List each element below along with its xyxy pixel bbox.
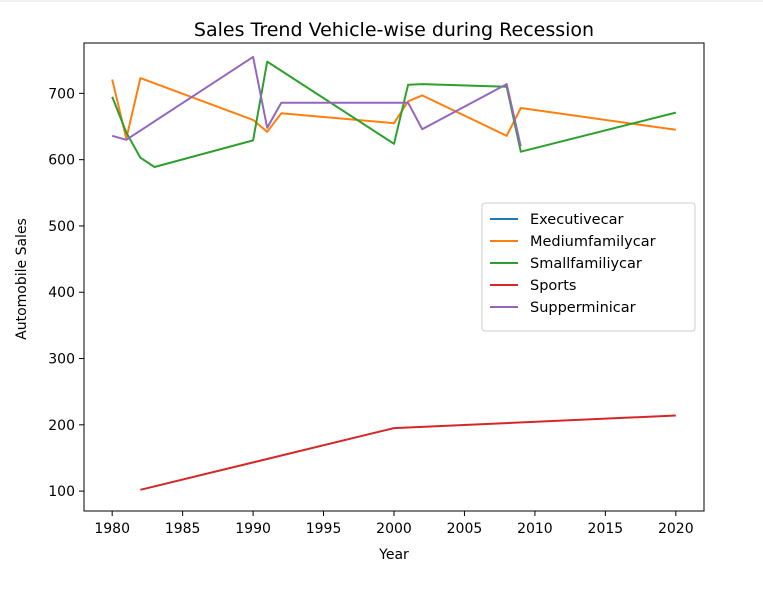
series-line-sports bbox=[140, 414, 676, 491]
plot-frame bbox=[83, 42, 705, 512]
series-line-smallfamiliycar bbox=[111, 60, 677, 168]
x-tick-label: 2015 bbox=[588, 521, 624, 537]
y-tick-label: 500 bbox=[48, 219, 75, 235]
legend-label: Smallfamiliycar bbox=[530, 256, 642, 272]
chart-title: Sales Trend Vehicle-wise during Recessio… bbox=[194, 19, 594, 41]
x-tick-label: 2005 bbox=[447, 521, 483, 537]
legend-label: Supperminicar bbox=[530, 300, 636, 316]
legend-label: Sports bbox=[530, 278, 576, 294]
legend-box bbox=[481, 202, 696, 332]
y-tick-label: 700 bbox=[48, 86, 75, 102]
x-tick-label: 1990 bbox=[235, 521, 271, 537]
x-tick-label: 2000 bbox=[376, 521, 412, 537]
legend-label: Executivecar bbox=[530, 212, 623, 228]
series-line-supperminicar bbox=[111, 55, 522, 147]
legend: Executivecar Mediumfamilycar Smallfamiliyc… bbox=[481, 202, 696, 332]
axis-ticks: 1980 1985 1990 1995 2000 2005 2010 2015 2020 100 2… bbox=[48, 86, 693, 537]
y-tick-label: 600 bbox=[48, 153, 75, 169]
series-line-mediumfamilycar bbox=[111, 77, 676, 140]
y-axis-label: Automobile Sales bbox=[14, 218, 30, 340]
series-lines bbox=[111, 55, 677, 491]
legend-label: Mediumfamilycar bbox=[530, 234, 656, 250]
x-tick-label: 2010 bbox=[517, 521, 553, 537]
y-tick-label: 200 bbox=[48, 418, 75, 434]
x-tick-label: 1980 bbox=[94, 521, 130, 537]
x-tick-label: 2020 bbox=[658, 521, 694, 537]
y-tick-label: 400 bbox=[48, 285, 75, 301]
x-tick-label: 1995 bbox=[306, 521, 342, 537]
x-tick-label: 1985 bbox=[165, 521, 201, 537]
top-divider bbox=[0, 0, 763, 2]
y-tick-label: 300 bbox=[48, 352, 75, 368]
y-tick-label: 100 bbox=[48, 484, 75, 500]
x-axis-label: Year bbox=[378, 547, 409, 563]
